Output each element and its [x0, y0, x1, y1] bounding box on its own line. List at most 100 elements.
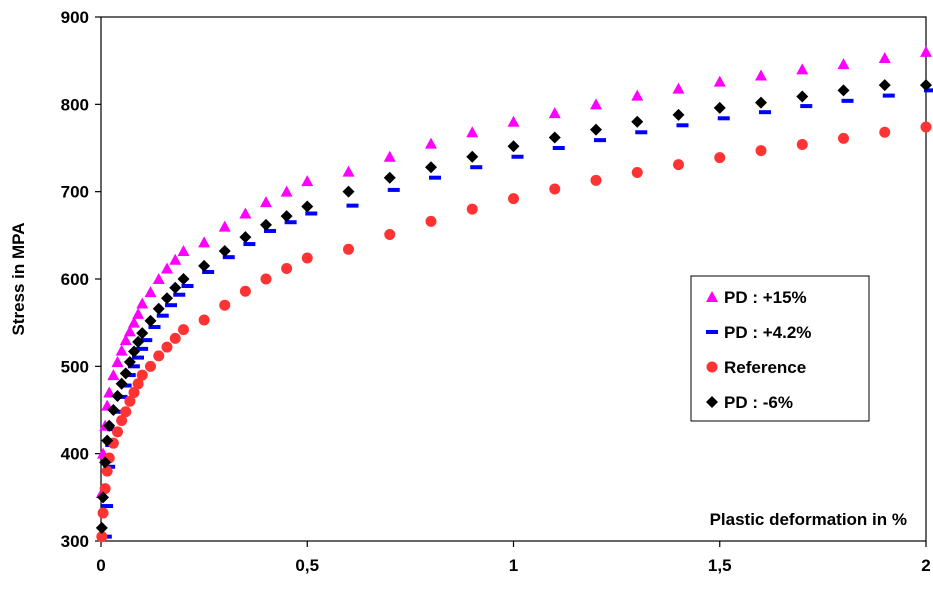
data-point [713, 75, 726, 87]
data-point [97, 507, 109, 519]
data-point [136, 346, 149, 351]
data-point [239, 207, 252, 219]
data-point [507, 140, 520, 153]
data-point [924, 88, 933, 93]
data-point [280, 185, 293, 197]
data-point [590, 98, 602, 110]
data-point [672, 82, 685, 94]
data-point [470, 165, 483, 170]
data-point [123, 325, 136, 337]
data-point [107, 369, 120, 381]
data-point [342, 185, 355, 198]
data-point [239, 231, 252, 244]
data-point [466, 150, 479, 163]
data-point [590, 123, 602, 136]
data-point [800, 104, 813, 109]
x-tick-label: 1,5 [708, 556, 732, 575]
data-point [755, 145, 767, 157]
y-axis-title: Stress in MPA [9, 222, 28, 335]
data-point [99, 456, 112, 469]
data-point [878, 52, 891, 64]
data-point [631, 115, 644, 128]
legend-marker [706, 361, 718, 373]
data-point [99, 483, 111, 495]
series-3 [95, 79, 932, 534]
data-point [169, 253, 182, 265]
data-point [222, 255, 235, 260]
data-point [882, 93, 895, 98]
data-point [198, 314, 210, 326]
legend-marker [706, 291, 718, 302]
data-point [136, 327, 149, 340]
data-point [132, 335, 145, 348]
series-0 [95, 45, 932, 498]
data-point [260, 218, 272, 231]
axis-ticks: 0 0,5 1 1,5 2 300 400 500 600 700 800 900 [61, 8, 931, 575]
data-point [425, 137, 437, 149]
data-point [111, 390, 124, 403]
data-point [165, 303, 177, 308]
data-point [177, 273, 190, 285]
data-point [466, 126, 479, 138]
data-point [280, 210, 293, 223]
data-point [107, 404, 120, 416]
legend-marker [706, 330, 718, 334]
data-point [128, 345, 140, 358]
data-point [552, 146, 565, 150]
data-point [202, 270, 215, 275]
data-point [264, 228, 276, 233]
data-point [301, 200, 314, 213]
data-point [879, 126, 891, 138]
data-point [755, 69, 767, 81]
data-point [243, 242, 256, 247]
y-tick-label: 300 [61, 532, 89, 551]
data-point [145, 360, 156, 372]
data-point [425, 215, 437, 227]
y-tick-label: 900 [61, 8, 89, 27]
data-point [97, 491, 110, 504]
data-point [152, 273, 165, 284]
data-point [132, 378, 144, 390]
data-point [152, 302, 165, 315]
data-point [672, 108, 685, 121]
data-point [95, 521, 108, 534]
legend-label: PD : +15% [724, 288, 807, 307]
data-point [218, 245, 231, 258]
data-point [511, 154, 524, 159]
data-point [119, 367, 132, 380]
data-point [796, 90, 809, 103]
data-point [429, 175, 441, 180]
y-tick-label: 500 [61, 357, 89, 376]
data-point [169, 281, 182, 294]
data-point [631, 89, 644, 101]
data-point [148, 325, 161, 330]
x-tick-label: 2 [921, 556, 930, 575]
data-point [123, 355, 136, 368]
data-point [920, 79, 932, 92]
legend-label: PD : -6% [724, 393, 793, 412]
data-point [673, 159, 684, 171]
data-point [717, 116, 730, 121]
x-tick-label: 1 [509, 556, 518, 575]
x-axis-title: Plastic deformation in % [710, 510, 907, 529]
data-point [115, 377, 128, 390]
data-point [136, 369, 148, 381]
data-point [796, 139, 808, 151]
data-point [635, 130, 648, 135]
data-point [116, 414, 128, 426]
data-point [305, 211, 318, 216]
data-point [631, 166, 643, 178]
data-point [342, 165, 355, 177]
y-tick-label: 600 [61, 270, 89, 289]
data-point [841, 98, 854, 103]
data-point [128, 387, 140, 399]
data-point [346, 203, 359, 208]
data-point [103, 386, 116, 398]
data-point [153, 350, 165, 362]
data-point [384, 228, 396, 240]
data-point [260, 273, 272, 285]
data-point [281, 263, 293, 275]
data-point [796, 63, 809, 75]
data-point [260, 196, 272, 208]
